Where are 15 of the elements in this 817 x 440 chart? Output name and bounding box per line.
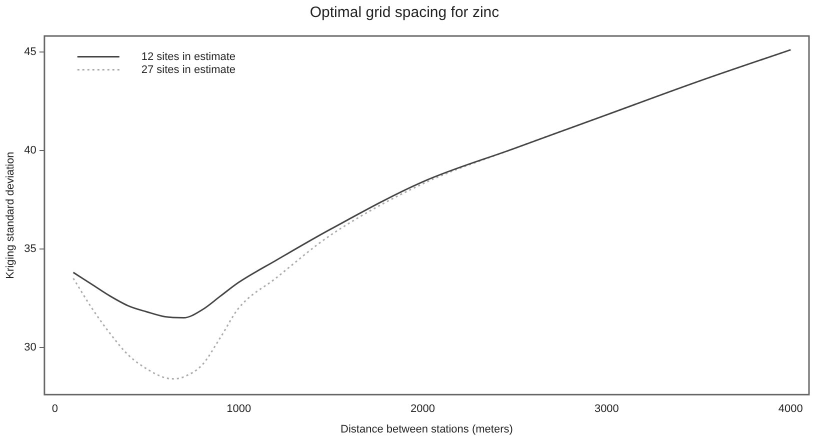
x-axis-title: Distance between stations (meters) <box>340 423 513 436</box>
x-tick-label: 4000 <box>778 403 803 416</box>
line-series <box>72 49 792 319</box>
legend-label: 27 sites in estimate <box>141 64 236 76</box>
y-axis-title: Kriging standard deviation <box>4 152 17 279</box>
y-tick-label: 40 <box>24 144 36 156</box>
y-tick-label: 45 <box>24 46 36 58</box>
legend-label: 12 sites in estimate <box>141 50 236 63</box>
x-tick-label: 2000 <box>410 403 436 416</box>
y-tick-label: 35 <box>24 242 36 255</box>
chart-title: Optimal grid spacing for zinc <box>310 4 500 22</box>
x-tick-label: 3000 <box>594 403 619 416</box>
y-tick-label: 30 <box>24 341 36 354</box>
x-tick-label: 1000 <box>226 403 252 416</box>
x-tick-label: 0 <box>52 403 58 416</box>
